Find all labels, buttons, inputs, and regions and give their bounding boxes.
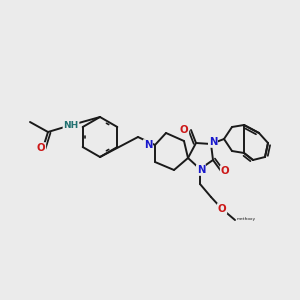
Text: N: N	[197, 165, 205, 175]
Text: N: N	[209, 137, 217, 147]
Text: O: O	[180, 125, 188, 135]
Text: N: N	[144, 140, 152, 150]
Text: O: O	[221, 166, 229, 176]
Text: NH: NH	[63, 121, 79, 130]
Text: O: O	[37, 143, 45, 153]
Text: O: O	[218, 204, 226, 214]
Text: methoxy: methoxy	[237, 217, 256, 221]
